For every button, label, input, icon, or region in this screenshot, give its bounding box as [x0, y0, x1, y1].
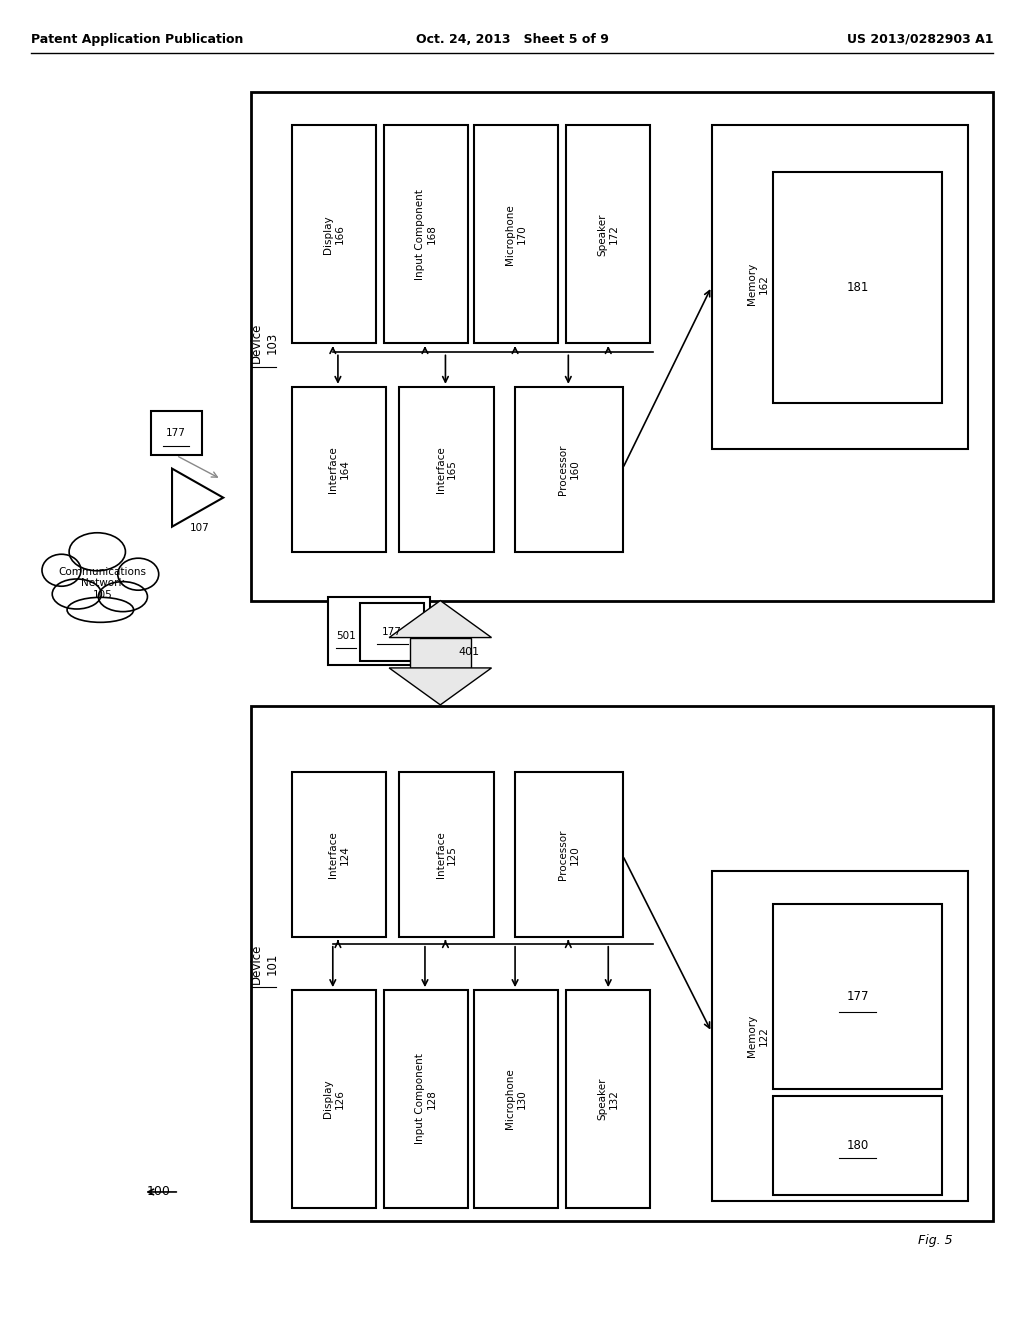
FancyBboxPatch shape [712, 125, 968, 449]
Text: Input Component
168: Input Component 168 [415, 189, 437, 280]
Text: Device
103: Device 103 [250, 323, 279, 363]
Text: 177: 177 [847, 990, 868, 1003]
Text: Memory
162: Memory 162 [746, 263, 769, 305]
Text: Interface
164: Interface 164 [328, 446, 350, 492]
FancyBboxPatch shape [292, 125, 376, 343]
FancyBboxPatch shape [292, 387, 386, 552]
FancyBboxPatch shape [292, 772, 386, 937]
Text: 501: 501 [336, 631, 355, 642]
Ellipse shape [52, 579, 101, 609]
Ellipse shape [68, 598, 133, 622]
Ellipse shape [118, 558, 159, 590]
Text: Display
166: Display 166 [323, 215, 345, 253]
FancyBboxPatch shape [474, 990, 558, 1208]
FancyBboxPatch shape [384, 990, 468, 1208]
Text: 100: 100 [146, 1185, 171, 1199]
Ellipse shape [98, 582, 147, 611]
Text: Communications
Network
105: Communications Network 105 [58, 566, 146, 601]
Text: Microphone
170: Microphone 170 [505, 203, 527, 265]
FancyBboxPatch shape [251, 92, 993, 601]
FancyBboxPatch shape [515, 772, 623, 937]
Text: 401: 401 [459, 647, 480, 657]
FancyBboxPatch shape [566, 990, 650, 1208]
Text: Oct. 24, 2013   Sheet 5 of 9: Oct. 24, 2013 Sheet 5 of 9 [416, 33, 608, 46]
Text: 177: 177 [382, 627, 402, 638]
FancyBboxPatch shape [773, 904, 942, 1089]
Text: Device
101: Device 101 [250, 944, 279, 983]
Text: Fig. 5: Fig. 5 [918, 1234, 952, 1247]
Text: Patent Application Publication: Patent Application Publication [31, 33, 243, 46]
Text: Processor
120: Processor 120 [558, 829, 580, 880]
Text: Memory
122: Memory 122 [746, 1015, 769, 1057]
FancyBboxPatch shape [251, 706, 993, 1221]
Text: 181: 181 [847, 281, 868, 293]
Text: 107: 107 [189, 523, 210, 533]
Text: Processor
160: Processor 160 [558, 444, 580, 495]
FancyBboxPatch shape [773, 172, 942, 403]
FancyBboxPatch shape [384, 125, 468, 343]
Polygon shape [389, 668, 492, 705]
FancyBboxPatch shape [515, 387, 623, 552]
Text: Interface
125: Interface 125 [435, 832, 458, 878]
FancyBboxPatch shape [773, 1096, 942, 1195]
FancyBboxPatch shape [151, 411, 202, 455]
FancyBboxPatch shape [474, 125, 558, 343]
FancyBboxPatch shape [328, 597, 430, 665]
FancyBboxPatch shape [566, 125, 650, 343]
Polygon shape [389, 601, 492, 638]
FancyBboxPatch shape [292, 990, 376, 1208]
Text: Display
126: Display 126 [323, 1080, 345, 1118]
Text: Interface
124: Interface 124 [328, 832, 350, 878]
FancyBboxPatch shape [399, 387, 494, 552]
FancyBboxPatch shape [399, 772, 494, 937]
Text: Interface
165: Interface 165 [435, 446, 458, 492]
Text: Microphone
130: Microphone 130 [505, 1068, 527, 1130]
Text: Input Component
128: Input Component 128 [415, 1053, 437, 1144]
Ellipse shape [42, 554, 81, 586]
Ellipse shape [70, 533, 125, 570]
Text: Speaker
132: Speaker 132 [597, 1077, 620, 1121]
Text: 180: 180 [847, 1139, 868, 1151]
Text: US 2013/0282903 A1: US 2013/0282903 A1 [847, 33, 993, 46]
Text: Speaker
172: Speaker 172 [597, 213, 620, 256]
FancyBboxPatch shape [360, 603, 424, 661]
Text: 177: 177 [166, 428, 186, 438]
FancyBboxPatch shape [712, 871, 968, 1201]
FancyBboxPatch shape [410, 638, 471, 668]
